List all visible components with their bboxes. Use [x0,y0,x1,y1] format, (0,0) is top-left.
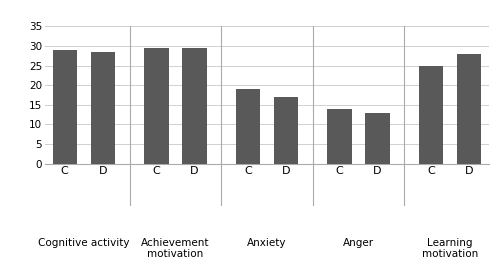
Bar [274,97,298,164]
Bar [144,48,169,164]
Bar [327,109,352,164]
Text: Cognitive activity: Cognitive activity [38,238,130,248]
Bar [419,66,443,164]
Bar [457,54,482,164]
Bar [236,89,260,164]
Text: Anxiety: Anxiety [247,238,287,248]
Bar [91,52,115,164]
Bar [182,48,207,164]
Text: Anger: Anger [343,238,374,248]
Text: Learning
motivation: Learning motivation [422,238,478,259]
Bar [365,113,390,164]
Bar [52,50,77,164]
Text: Achievement
motivation: Achievement motivation [141,238,210,259]
